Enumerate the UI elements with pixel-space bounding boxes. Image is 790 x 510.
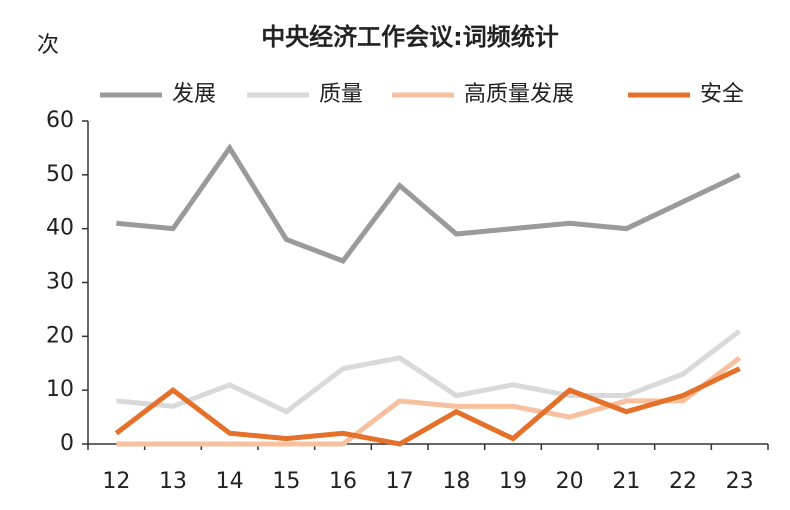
y-tick-label: 60 <box>46 108 74 133</box>
line-series <box>116 355 742 447</box>
line-series <box>114 366 741 447</box>
x-tick-label: 14 <box>216 469 244 494</box>
legend-label: 高质量发展 <box>464 82 574 107</box>
y-tick-label: 20 <box>46 323 74 348</box>
y-tick-label: 10 <box>46 377 74 402</box>
y-tick-label: 40 <box>46 216 74 241</box>
line-series <box>116 143 741 264</box>
x-tick-label: 12 <box>102 469 130 494</box>
x-tick-label: 16 <box>329 469 357 494</box>
x-tick-label: 22 <box>669 469 697 494</box>
x-tick-label: 17 <box>386 469 414 494</box>
x-tick-label: 21 <box>612 469 640 494</box>
legend-label: 质量 <box>319 82 363 107</box>
x-tick-label: 13 <box>159 469 187 494</box>
y-axis-label: 次 <box>37 33 59 58</box>
x-tick-label: 18 <box>442 469 470 494</box>
x-tick-label: 15 <box>272 469 300 494</box>
legend-label: 安全 <box>700 82 744 107</box>
y-tick-label: 30 <box>46 270 74 295</box>
y-tick-label: 0 <box>60 431 74 456</box>
x-tick-label: 23 <box>726 469 754 494</box>
line-series <box>116 328 742 415</box>
x-tick-label: 20 <box>556 469 584 494</box>
legend-label: 发展 <box>172 82 216 107</box>
chart-title: 中央经济工作会议:词频统计 <box>261 23 559 51</box>
y-tick-label: 50 <box>46 162 74 187</box>
x-tick-label: 19 <box>499 469 527 494</box>
